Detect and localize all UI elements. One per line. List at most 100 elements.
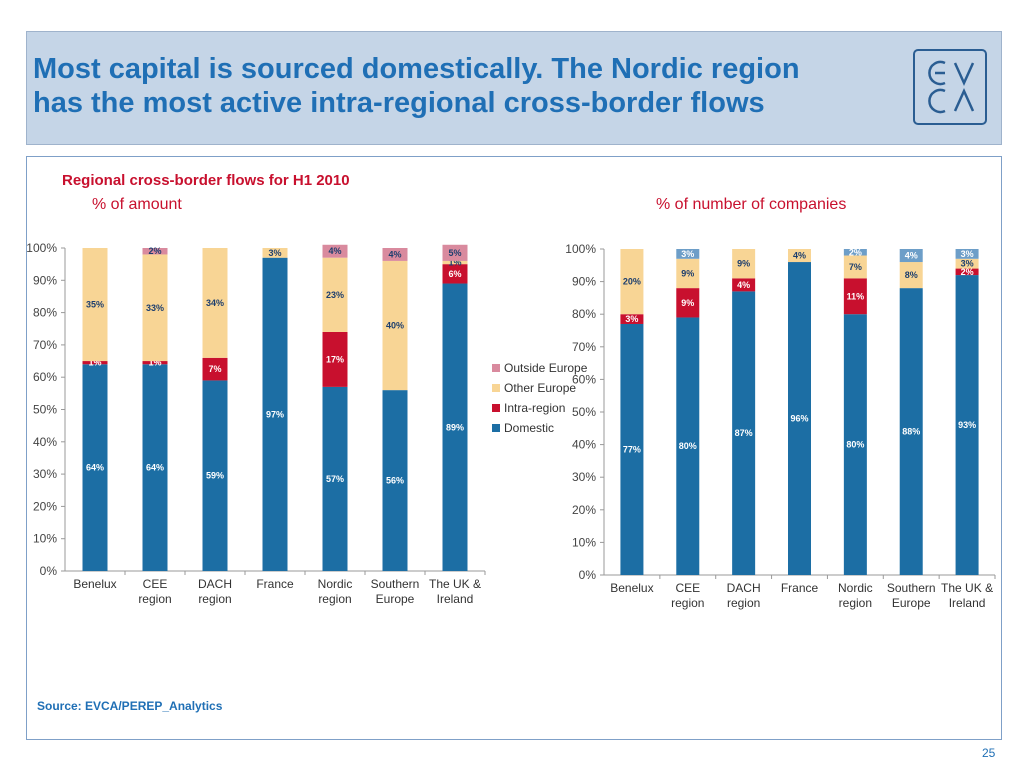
data-label-domestic: 80%	[679, 441, 697, 451]
data-label-intra-region: 3%	[625, 314, 638, 324]
y-tick-label: 100%	[26, 241, 57, 255]
data-label-other-europe: 8%	[905, 270, 918, 280]
category-label: region	[198, 592, 231, 606]
data-label-other-europe: 4%	[793, 251, 806, 261]
y-tick-label: 100%	[565, 242, 596, 256]
bar-domestic-the-uk-ireland	[955, 275, 979, 575]
bar-other-europe-france	[788, 249, 811, 263]
category-label: Southern	[887, 581, 936, 595]
bar-other-europe-benelux	[82, 248, 108, 362]
bar-outside-europe-southern-europe	[382, 248, 408, 261]
y-tick-label: 20%	[33, 499, 57, 513]
bar-outside-europe-nordic-region	[843, 249, 867, 256]
category-label: Europe	[376, 592, 415, 606]
data-label-outside-europe: 2%	[849, 247, 862, 257]
bar-domestic-cee-region	[676, 317, 700, 575]
data-label-domestic: 93%	[958, 420, 976, 430]
bar-other-europe-dach-region	[732, 249, 756, 279]
category-label: France	[781, 581, 819, 595]
y-tick-label: 50%	[572, 405, 596, 419]
slide-title-line-1: Most capital is sourced domestically. Th…	[33, 53, 800, 85]
data-label-outside-europe: 3%	[961, 249, 974, 259]
data-label-domestic: 96%	[790, 414, 808, 424]
chart-title: Regional cross-border flows for H1 2010	[62, 172, 350, 189]
data-label-other-europe: 20%	[623, 277, 641, 287]
data-label-intra-region: 17%	[326, 354, 344, 364]
y-tick-label: 10%	[572, 535, 596, 549]
data-label-intra-region: 4%	[737, 280, 750, 290]
bar-other-europe-nordic-region	[322, 257, 348, 332]
category-label: region	[671, 596, 704, 610]
legend-swatch-domestic	[492, 424, 500, 432]
category-label: Nordic	[318, 577, 353, 591]
left-chart-subtitle: % of amount	[92, 196, 182, 213]
data-label-outside-europe: 2%	[148, 246, 161, 256]
data-label-domestic: 77%	[623, 444, 641, 454]
chart-companies: 0% 10% 20% 30% 40% 50% 60% 70% 80% 90% 100% 77% 3% 20…	[565, 242, 996, 610]
y-tick-label: 90%	[33, 273, 57, 287]
legend-label-other-europe: Other Europe	[504, 381, 576, 395]
y-tick-label: 40%	[572, 438, 596, 452]
data-label-outside-europe: 4%	[388, 249, 401, 259]
category-label: France	[256, 577, 294, 591]
data-label-other-europe: 35%	[86, 300, 104, 310]
data-label-domestic: 87%	[735, 428, 753, 438]
bar-other-europe-france	[262, 248, 288, 258]
category-label: Benelux	[610, 581, 653, 595]
logo-a	[953, 87, 975, 112]
bar-domestic-france	[788, 262, 811, 575]
data-label-intra-region: 6%	[448, 269, 461, 279]
bar-other-europe-cee-region	[142, 254, 168, 362]
data-label-domestic: 80%	[846, 440, 864, 450]
bar-domestic-cee-region	[142, 364, 168, 571]
bar-domestic-southern-europe	[382, 390, 408, 571]
chart-amount: 0% 10% 20% 30% 40% 50% 60% 70% 80% 90% 100% 64% 1% 35…	[26, 241, 587, 606]
bar-other-europe-the-uk-ireland	[955, 258, 979, 269]
data-label-domestic: 97%	[266, 409, 284, 419]
data-label-other-europe: 7%	[849, 262, 862, 272]
bar-intra-region-nordic-region	[322, 331, 348, 387]
data-label-other-europe: 40%	[386, 321, 404, 331]
legend-swatch-intra-region	[492, 404, 500, 412]
logo-c	[928, 88, 946, 114]
y-tick-label: 70%	[33, 338, 57, 352]
bar-outside-europe-the-uk-ireland	[442, 244, 468, 261]
legend-label-domestic: Domestic	[504, 421, 554, 435]
category-label: Ireland	[437, 592, 474, 606]
title-bar: Most capital is sourced domestically. Th…	[26, 31, 1002, 145]
bar-domestic-nordic-region	[843, 314, 867, 575]
bar-intra-region-the-uk-ireland	[442, 264, 468, 284]
page-number: 25	[982, 746, 996, 760]
data-label-domestic: 57%	[326, 474, 344, 484]
y-tick-label: 10%	[33, 532, 57, 546]
bar-other-europe-dach-region	[202, 248, 228, 358]
bar-outside-europe-southern-europe	[899, 249, 923, 263]
logo-e-curve	[928, 60, 946, 86]
category-label: DACH	[198, 577, 232, 591]
y-tick-label: 90%	[572, 275, 596, 289]
category-label: CEE	[675, 581, 700, 595]
bar-domestic-southern-europe	[899, 288, 923, 575]
category-label: The UK &	[429, 577, 481, 591]
bar-other-europe-southern-europe	[899, 262, 923, 289]
data-label-other-europe: 3%	[268, 248, 281, 258]
category-label: Ireland	[949, 596, 986, 610]
category-label: region	[138, 592, 171, 606]
category-label: region	[727, 596, 760, 610]
category-label: region	[839, 596, 872, 610]
category-label: Southern	[371, 577, 420, 591]
bar-intra-region-cee-region	[676, 288, 700, 318]
category-label: DACH	[727, 581, 761, 595]
slide-title: Most capital is sourced domestically. Th…	[33, 52, 933, 120]
bar-outside-europe-nordic-region	[322, 244, 348, 258]
bar-outside-europe-cee-region	[676, 249, 700, 259]
category-label: CEE	[143, 577, 168, 591]
data-label-outside-europe: 5%	[448, 248, 461, 258]
data-label-outside-europe: 4%	[328, 246, 341, 256]
data-label-intra-region: 1%	[88, 358, 101, 368]
data-label-other-europe: 1%	[448, 258, 461, 268]
bar-intra-region-the-uk-ireland	[955, 268, 979, 276]
evca-logo	[913, 49, 987, 125]
data-label-domestic: 59%	[206, 471, 224, 481]
